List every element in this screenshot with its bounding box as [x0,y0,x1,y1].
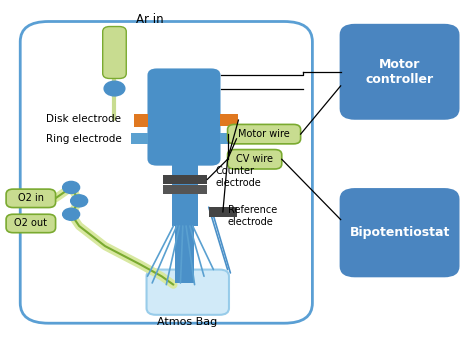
Text: Disk electrode: Disk electrode [46,114,121,124]
Text: Counter
electrode: Counter electrode [216,166,262,188]
Text: CV wire: CV wire [236,154,273,164]
FancyBboxPatch shape [341,25,458,119]
FancyBboxPatch shape [103,26,126,78]
FancyBboxPatch shape [147,68,220,166]
Text: Motor wire: Motor wire [238,129,290,139]
Bar [131,134,148,144]
Circle shape [63,182,80,193]
Text: Ar in: Ar in [136,13,164,26]
Bar [163,185,207,194]
Text: O2 out: O2 out [14,218,47,228]
Text: Reference
electrode: Reference electrode [228,205,277,227]
Bar [209,207,237,217]
Circle shape [71,195,88,207]
Text: Ring electrode: Ring electrode [46,134,122,144]
Text: Bipotentiostat: Bipotentiostat [349,226,450,239]
Bar [134,114,148,127]
FancyBboxPatch shape [146,270,229,315]
Bar [175,223,194,283]
FancyBboxPatch shape [6,214,55,233]
FancyBboxPatch shape [228,124,301,144]
FancyBboxPatch shape [20,22,312,323]
Text: Motor
controller: Motor controller [365,58,434,86]
Bar [163,175,207,184]
FancyBboxPatch shape [6,189,55,208]
Text: Atmos Bag: Atmos Bag [157,317,218,327]
Text: O2 in: O2 in [18,193,44,203]
Circle shape [104,81,125,96]
FancyBboxPatch shape [341,189,458,276]
FancyBboxPatch shape [228,149,282,169]
Circle shape [63,208,80,220]
Bar [172,159,198,226]
Bar [219,114,238,126]
Bar [219,134,237,144]
